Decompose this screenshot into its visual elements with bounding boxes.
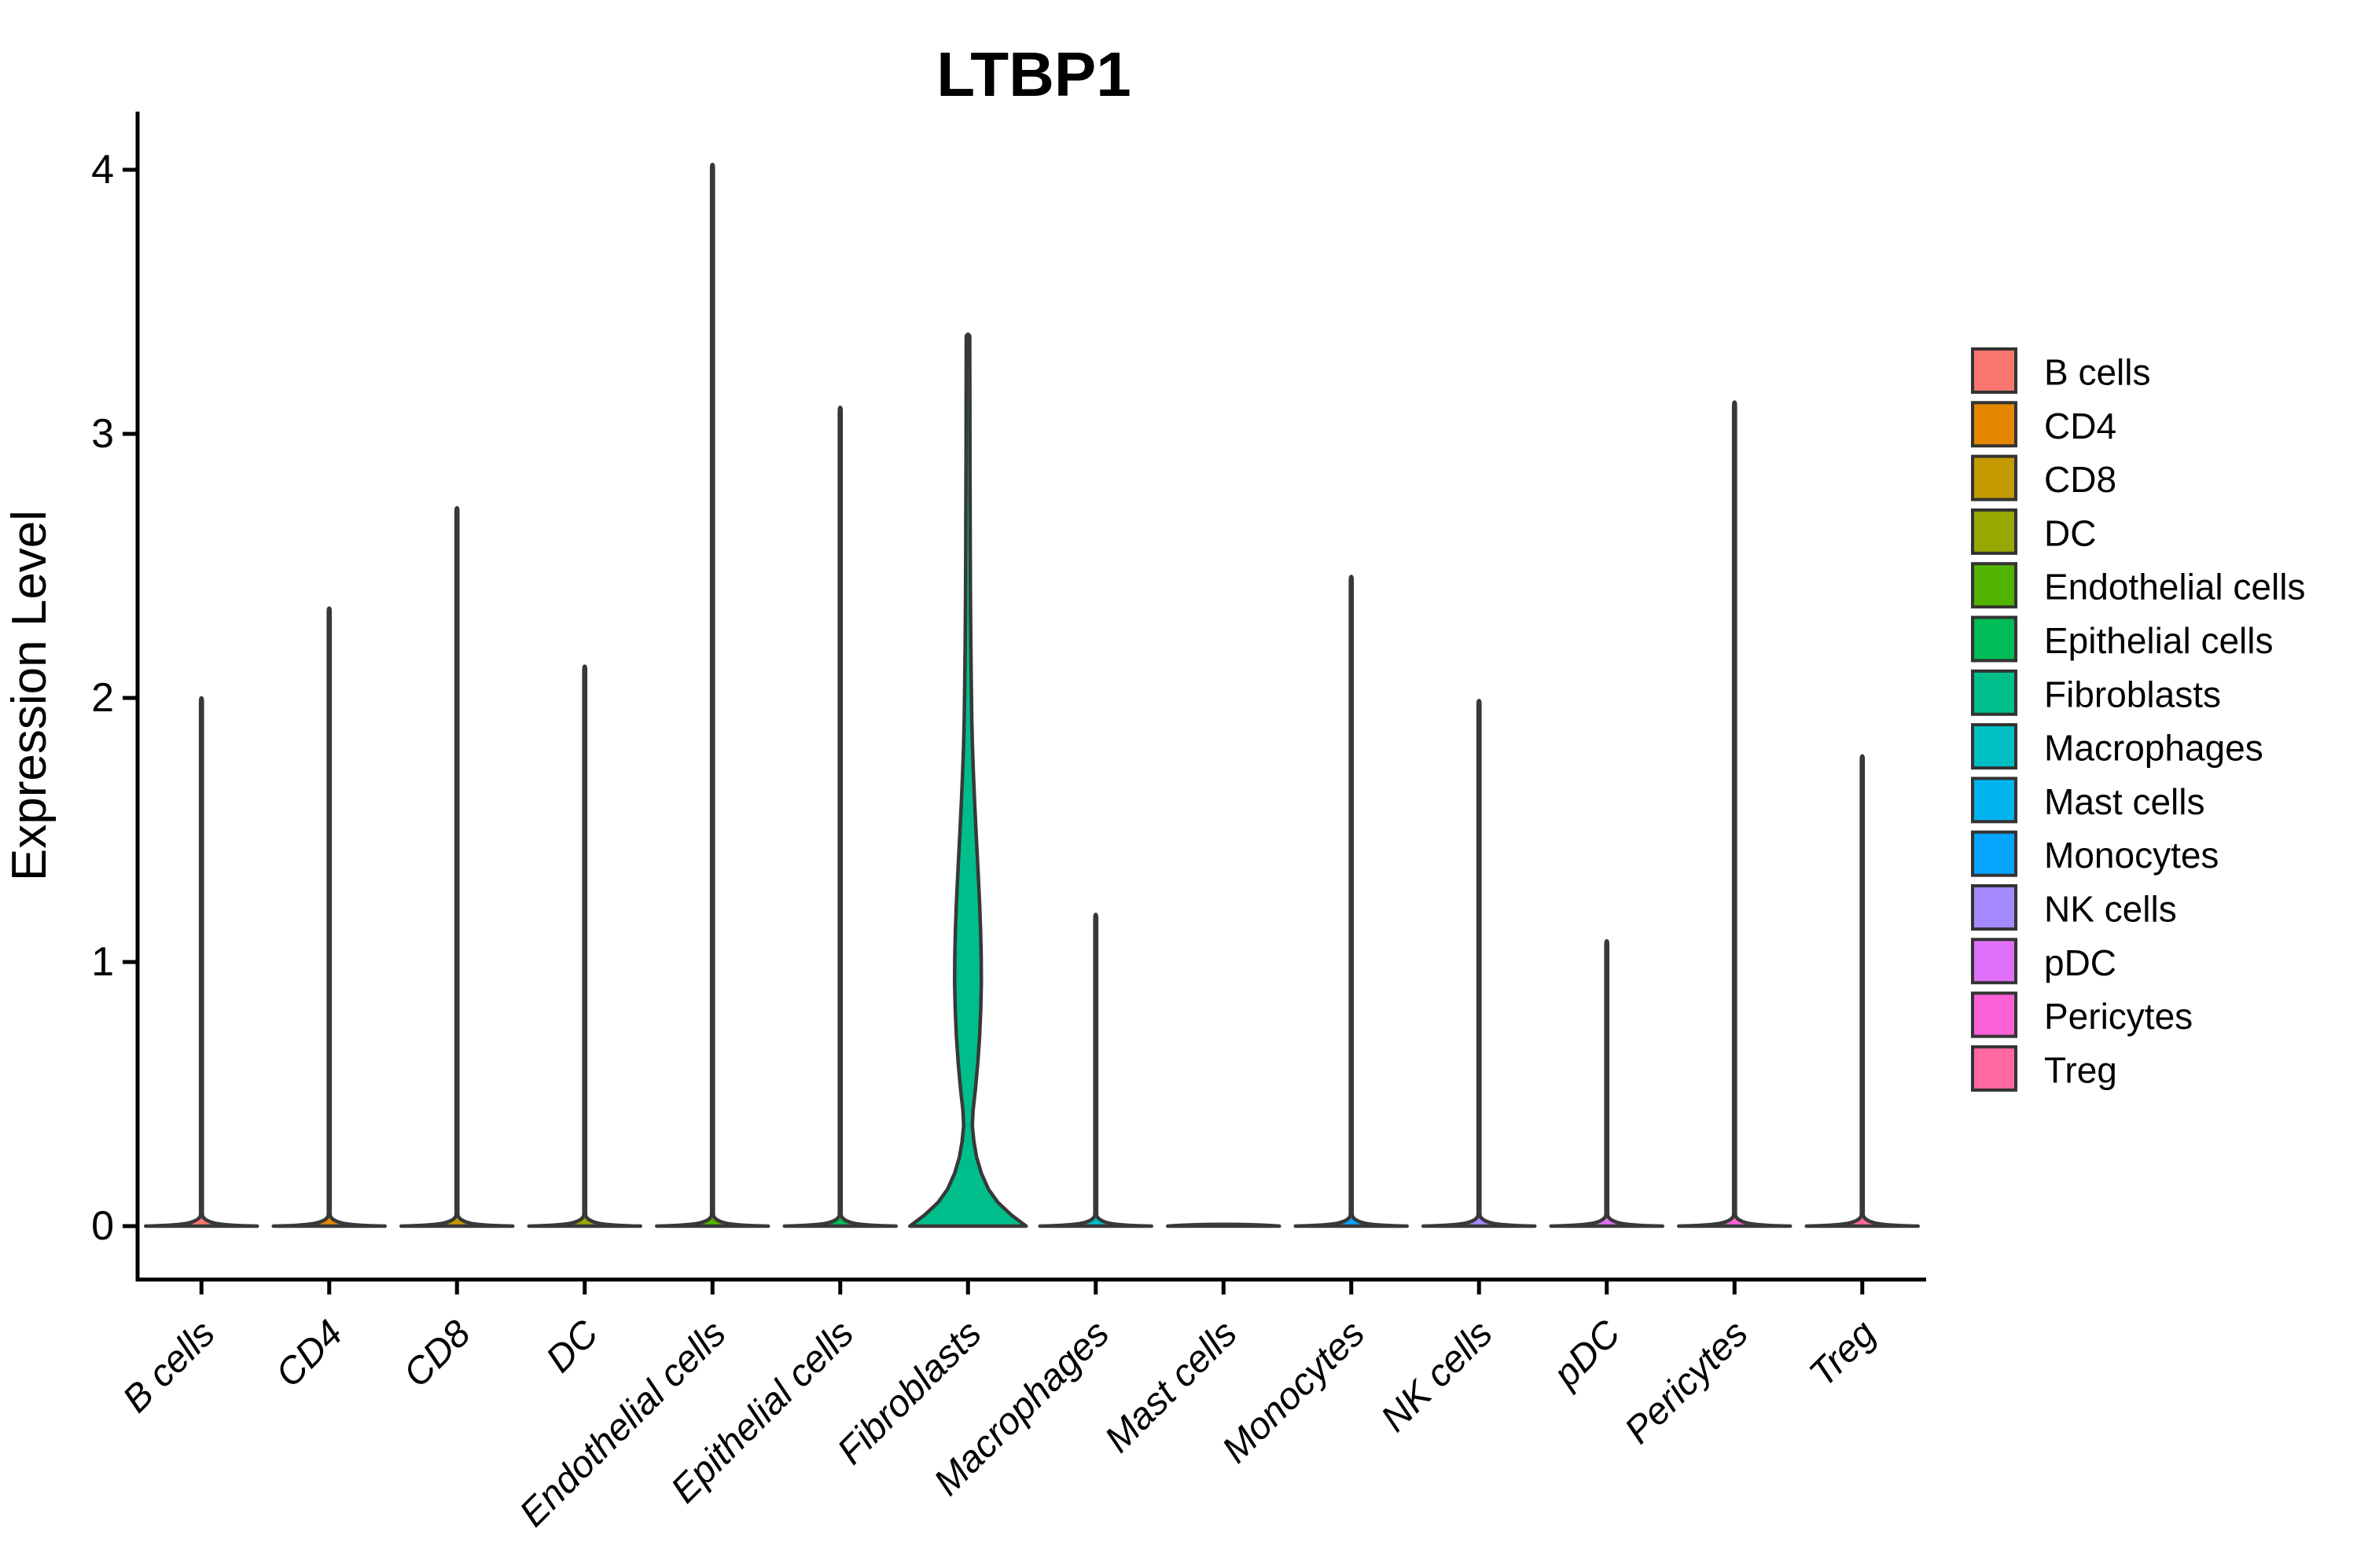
legend-swatch [1971,723,2017,770]
y-tick-label: 0 [91,1203,114,1249]
violin-shape [1804,754,1920,1228]
legend-swatch [1971,991,2017,1038]
legend-swatch [1971,347,2017,394]
legend-label: Monocytes [2044,835,2219,876]
legend: B cells CD4 CD8 DC Endothelial cells Epitheli… [1971,347,2305,1092]
violin-mast-cells [1166,1222,1281,1228]
y-tick-label: 3 [91,411,114,457]
violin-shape [1038,913,1153,1228]
legend-label: Mast cells [2044,781,2204,822]
legend-swatch [1971,615,2017,663]
violin-nk-cells [1421,699,1537,1228]
legend-swatch [1971,669,2017,716]
legend-swatch [1971,777,2017,824]
legend-item-dc: DC [1971,508,2096,555]
legend-item-cd8: CD8 [1971,454,2116,501]
legend-item-b-cells: B cells [1971,347,2150,394]
y-axis-title: Expression Level [2,510,57,881]
violin-pdc [1549,938,1664,1228]
x-tick-label: CD4 [268,1313,351,1395]
violin-shape [1421,699,1537,1228]
legend-label: DC [2044,512,2096,553]
legend-item-monocytes: Monocytes [1971,830,2219,877]
violin-shape [271,606,387,1228]
legend-label: Macrophages [2044,728,2263,769]
violin-shape [1549,938,1664,1228]
violin-shape [908,332,1028,1228]
legend-item-cd4: CD4 [1971,401,2116,448]
violin-fibroblasts [908,332,1028,1228]
legend-swatch [1971,830,2017,877]
x-tick-label: B cells [115,1313,222,1420]
violin-epithelial-cells [782,406,898,1228]
plot-built-layers: 0 1 2 3 4 B cells CD4 CD8 DC Endothelial cells Epi… [91,112,2305,1535]
x-tick-label: Pericytes [1617,1313,1756,1452]
violin-shape [1293,575,1409,1228]
violin-macrophages [1038,913,1153,1228]
legend-label: Treg [2044,1049,2117,1090]
violin-monocytes [1293,575,1409,1228]
x-tick-label: DC [539,1313,607,1381]
violin-shape [1166,1222,1281,1228]
violin-shape [399,505,515,1228]
legend-item-pericytes: Pericytes [1971,991,2193,1038]
legend-label: pDC [2044,942,2116,983]
legend-swatch [1971,884,2017,931]
y-tick-label: 2 [91,675,114,721]
violin-shape [1677,400,1793,1228]
violin-b-cells [144,696,259,1228]
legend-swatch [1971,454,2017,501]
violin-dc [527,664,642,1228]
legend-swatch [1971,401,2017,448]
x-tick-label: Treg [1802,1313,1884,1395]
legend-item-mast-cells: Mast cells [1971,777,2204,824]
violin-endothelial-cells [655,163,770,1228]
violin-shape [782,406,898,1228]
violin-cd8 [399,505,515,1228]
y-tick-label: 4 [91,147,114,193]
violin-cd4 [271,606,387,1228]
legend-label: Endothelial cells [2044,567,2305,608]
violin-shape [144,696,259,1228]
legend-swatch [1971,562,2017,609]
legend-item-fibroblasts: Fibroblasts [1971,669,2221,716]
legend-item-pdc: pDC [1971,938,2116,985]
legend-label: Fibroblasts [2044,674,2221,714]
y-tick-label: 1 [91,939,114,985]
x-tick-label: NK cells [1373,1313,1501,1440]
legend-label: CD8 [2044,459,2116,500]
violin-shape [655,163,770,1228]
legend-label: B cells [2044,352,2150,393]
legend-label: NK cells [2044,889,2177,930]
legend-swatch [1971,938,2017,985]
legend-item-endothelial-cells: Endothelial cells [1971,562,2305,609]
legend-label: Pericytes [2044,996,2193,1037]
violin-treg [1804,754,1920,1228]
legend-item-nk-cells: NK cells [1971,884,2177,931]
legend-label: CD4 [2044,406,2116,446]
violin-shape [527,664,642,1228]
legend-label: Epithelial cells [2044,620,2273,661]
legend-item-epithelial-cells: Epithelial cells [1971,615,2273,663]
x-tick-label: pDC [1544,1313,1628,1397]
violin-pericytes [1677,400,1793,1228]
legend-item-treg: Treg [1971,1045,2117,1092]
legend-item-macrophages: Macrophages [1971,723,2263,770]
legend-swatch [1971,508,2017,555]
x-tick-label: CD8 [395,1313,479,1396]
plot-title: LTBP1 [936,39,1131,109]
legend-swatch [1971,1045,2017,1092]
